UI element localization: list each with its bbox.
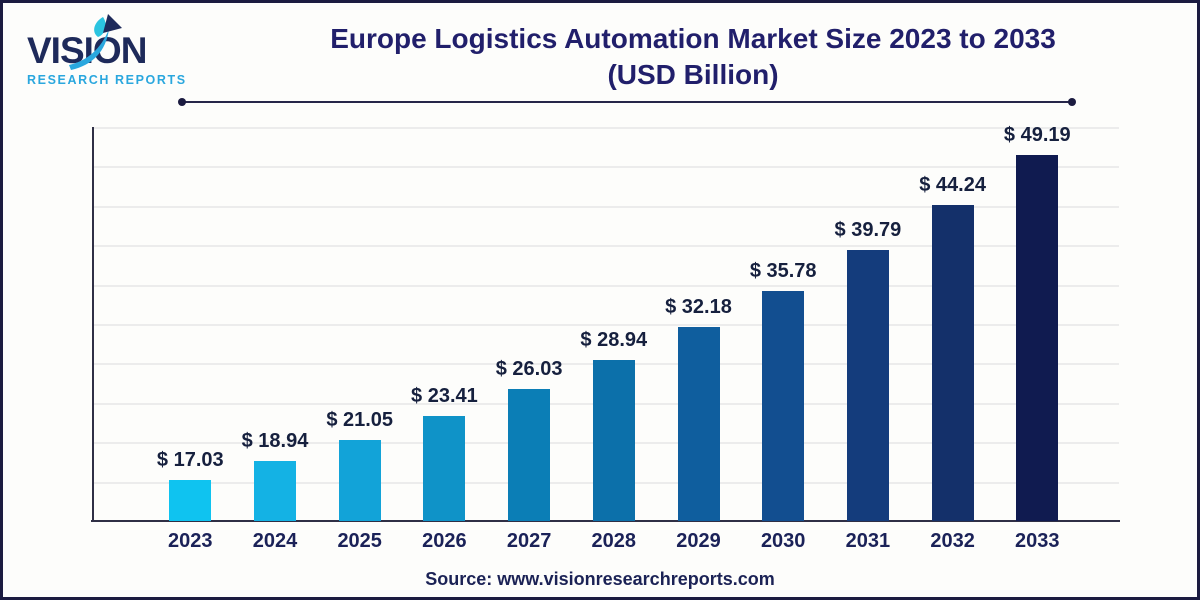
gridline: [94, 245, 1119, 248]
logo-arrow-icon: [69, 14, 122, 70]
bar-2031: [846, 250, 889, 521]
bar-value-label: $ 23.41: [411, 384, 478, 407]
bar-value-label: $ 35.78: [749, 259, 817, 282]
logo-brand-text: VISION: [27, 30, 146, 71]
bar-2030: [762, 290, 805, 521]
x-axis-tick-label: 2030: [760, 530, 806, 552]
brand-logo-graphic: VISION RESEARCH REPORTS: [27, 14, 187, 87]
title-line-2: (USD Billion): [607, 59, 779, 91]
gridline: [94, 166, 1119, 169]
x-axis-tick-label: 2024: [252, 530, 298, 552]
x-axis-tick-label: 2027: [506, 530, 552, 552]
x-axis-line: [91, 520, 1120, 522]
brand-logo: VISION RESEARCH REPORTS: [25, 13, 200, 93]
logo-tagline-text: RESEARCH REPORTS: [27, 73, 187, 87]
bar-value-label: $ 26.03: [495, 358, 563, 381]
x-axis-tick-label: 2023: [168, 530, 213, 552]
title-divider: [178, 98, 1076, 106]
bar-chart: $ 17.03 $ 18.94 $ 21.05 $ 23.41 $ 26.03 $ 28.…: [3, 3, 1197, 597]
bar-2033: [1016, 155, 1059, 521]
bar-value-label: $ 32.18: [665, 296, 732, 319]
x-axis-tick-label: 2025: [337, 530, 382, 552]
bar-value-label: $ 49.19: [1003, 124, 1071, 147]
x-axis-tick-label: 2032: [930, 530, 975, 552]
bar-value-label: $ 21.05: [326, 408, 394, 431]
chart-title: Europe Logistics Automation Market Size …: [193, 21, 1193, 94]
bar-2023: [169, 480, 212, 521]
bar-2025: [338, 439, 381, 521]
gridline: [94, 127, 1119, 129]
x-axis-tick-label: 2028: [591, 530, 637, 552]
bar-2026: [423, 415, 466, 521]
bar-2027: [508, 389, 551, 521]
gridline: [94, 205, 1119, 208]
y-axis-line: [92, 127, 94, 522]
bar-value-label: $ 18.94: [241, 429, 309, 452]
gridline: [94, 324, 1119, 326]
x-axis-tick-label: 2029: [676, 530, 721, 552]
title-line-1: Europe Logistics Automation Market Size …: [330, 23, 1056, 54]
bar-value-label: $ 39.79: [834, 219, 902, 242]
x-axis-tick-label: 2026: [422, 530, 467, 552]
source-line: Source: www.visionresearchreports.com: [425, 569, 775, 589]
bar-2028: [592, 359, 635, 521]
x-axis-tick-label: 2031: [845, 530, 891, 552]
infographic-root: VISION RESEARCH REPORTS Europe Logistics…: [3, 3, 1197, 597]
bar-2029: [677, 327, 720, 521]
x-axis-tick-label: 2033: [1015, 530, 1060, 552]
bar-value-label: $ 17.03: [156, 449, 224, 472]
bar-value-label: $ 28.94: [580, 328, 648, 351]
bar-2024: [254, 460, 296, 521]
bar-2032: [931, 205, 974, 521]
gridline: [94, 284, 1119, 287]
bar-value-label: $ 44.24: [919, 174, 986, 197]
